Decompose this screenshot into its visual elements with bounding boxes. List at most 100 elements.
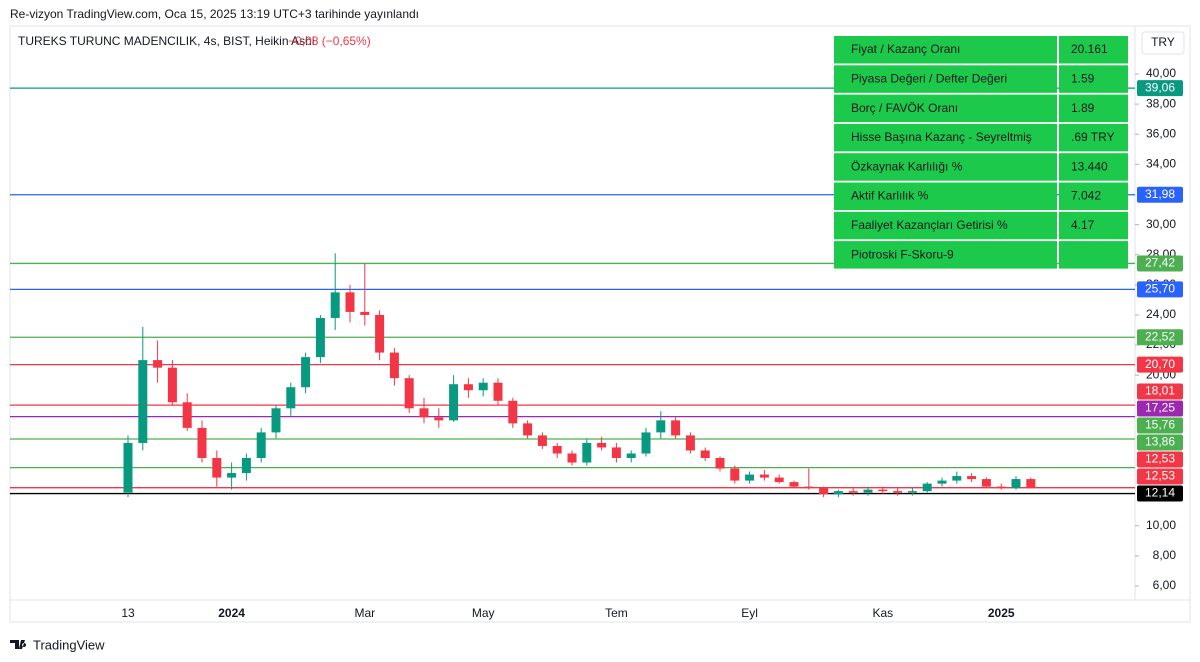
candle-body bbox=[567, 453, 577, 463]
candle-body bbox=[937, 480, 947, 484]
table-value: 1.89 bbox=[1071, 101, 1095, 115]
candle-body bbox=[981, 479, 991, 487]
candle-body bbox=[375, 314, 385, 353]
x-tick-label: Kas bbox=[872, 606, 893, 620]
table-cell bbox=[1059, 211, 1128, 240]
candle-body bbox=[774, 477, 784, 483]
level-label: 17,25 bbox=[1145, 401, 1175, 415]
y-tick-label: 38,00 bbox=[1146, 96, 1176, 110]
level-label-box bbox=[1137, 281, 1183, 298]
candle-body bbox=[315, 317, 325, 358]
candle-body bbox=[745, 474, 755, 481]
candle-body bbox=[419, 408, 429, 418]
level-label: 18,01 bbox=[1145, 384, 1175, 398]
candle-body bbox=[271, 408, 281, 433]
table-cell bbox=[1059, 94, 1128, 123]
candle-body bbox=[256, 432, 266, 458]
candle-body bbox=[848, 491, 858, 493]
table-cell bbox=[834, 123, 1057, 152]
x-tick-label: May bbox=[472, 606, 495, 620]
candle-body bbox=[656, 420, 666, 433]
table-cell bbox=[834, 241, 1057, 269]
y-tick-label: 10,00 bbox=[1146, 518, 1176, 532]
x-tick-label: 2025 bbox=[988, 606, 1015, 620]
y-tick-label: 24,00 bbox=[1146, 307, 1176, 321]
price-change: −0,08 (−0,65%) bbox=[288, 34, 371, 48]
x-tick-label: Mar bbox=[354, 606, 375, 620]
level-label: 13,86 bbox=[1145, 435, 1175, 449]
candle-body bbox=[641, 432, 651, 454]
table-label: Özkaynak Karlılığı % bbox=[851, 159, 963, 173]
brand-logo bbox=[10, 640, 27, 649]
candle-body bbox=[478, 382, 488, 391]
level-label-box bbox=[1137, 186, 1183, 203]
candle-body bbox=[138, 360, 148, 443]
candle-body bbox=[878, 489, 888, 492]
candle-body bbox=[996, 486, 1006, 489]
level-label: 31,98 bbox=[1145, 187, 1175, 201]
table-cell bbox=[834, 211, 1057, 240]
candle-body bbox=[611, 447, 621, 458]
y-tick-label: 30,00 bbox=[1146, 217, 1176, 231]
candle-body bbox=[434, 417, 444, 421]
level-label-box bbox=[1137, 451, 1183, 468]
table-cell bbox=[1059, 36, 1128, 64]
x-tick-label: Eyl bbox=[741, 606, 758, 620]
x-tick-label: 2024 bbox=[218, 606, 245, 620]
level-label: 15,76 bbox=[1145, 418, 1175, 432]
candle-body bbox=[1026, 479, 1036, 488]
candle-body bbox=[671, 420, 681, 436]
table-value: 7.042 bbox=[1071, 189, 1101, 203]
candle-body bbox=[153, 360, 163, 368]
candle-body bbox=[182, 402, 192, 428]
candle-body bbox=[967, 476, 977, 480]
candle-body bbox=[389, 352, 399, 379]
brand-name: TradingView bbox=[33, 637, 105, 652]
level-label-box bbox=[1137, 485, 1183, 502]
level-label-box bbox=[1137, 80, 1183, 97]
table-value: 4.17 bbox=[1071, 218, 1095, 232]
candle-body bbox=[537, 435, 547, 446]
candle-body bbox=[759, 474, 769, 478]
candle-body bbox=[789, 482, 799, 487]
candle-body bbox=[700, 450, 710, 458]
table-value: 20.161 bbox=[1071, 42, 1108, 56]
table-cell bbox=[834, 94, 1057, 123]
candle-body bbox=[626, 453, 636, 458]
candle-body bbox=[715, 458, 725, 469]
candle-body bbox=[241, 458, 251, 474]
candle-body bbox=[508, 400, 518, 424]
y-tick-label: 36,00 bbox=[1146, 126, 1176, 140]
level-label: 12,53 bbox=[1145, 452, 1175, 466]
table-cell bbox=[834, 65, 1057, 93]
x-tick-label: 13 bbox=[121, 606, 135, 620]
table-cell bbox=[1059, 153, 1128, 181]
candle-body bbox=[893, 491, 903, 493]
table-label: Faaliyet Kazançları Getirisi % bbox=[851, 218, 1008, 232]
currency-label[interactable]: TRY bbox=[1151, 35, 1175, 49]
table-cell bbox=[1059, 65, 1128, 93]
level-label-box bbox=[1137, 255, 1183, 272]
table-label: Hisse Başına Kazanç - Seyreltmiş bbox=[851, 130, 1032, 144]
level-label-box bbox=[1137, 383, 1183, 400]
published-note: Re-vizyon TradingView.com, Oca 15, 2025 … bbox=[10, 7, 419, 21]
candle-body bbox=[863, 489, 873, 493]
candle-body bbox=[301, 357, 311, 388]
level-label-box bbox=[1137, 417, 1183, 434]
table-label: Piyasa Değeri / Defter Değeri bbox=[851, 71, 1007, 85]
candle-body bbox=[167, 367, 177, 403]
table-cell bbox=[834, 153, 1057, 181]
candle-body bbox=[330, 292, 340, 318]
candle-body bbox=[804, 486, 814, 489]
candle-body bbox=[552, 445, 562, 454]
candle-body bbox=[286, 387, 296, 409]
candle-body bbox=[227, 473, 237, 478]
table-cell bbox=[1059, 241, 1128, 269]
chart-frame bbox=[9, 25, 1191, 623]
x-tick-label: Tem bbox=[605, 606, 628, 620]
candle-body bbox=[819, 488, 829, 495]
candle-body bbox=[597, 442, 607, 448]
candle-body bbox=[360, 311, 370, 315]
currency-button[interactable] bbox=[1141, 31, 1185, 55]
